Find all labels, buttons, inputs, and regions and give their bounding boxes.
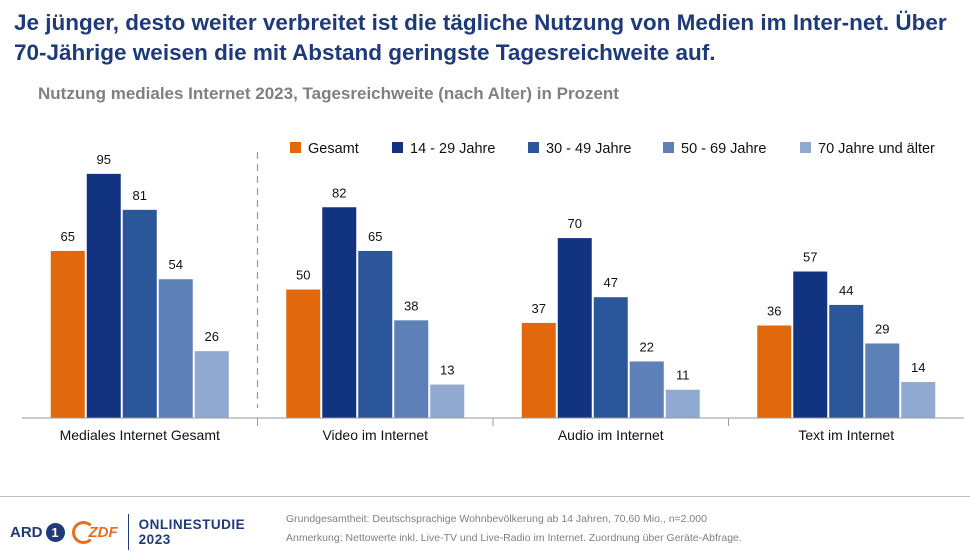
bar-4-2 — [793, 271, 828, 418]
legend-label-4: 50 - 69 Jahre — [681, 141, 766, 157]
footer-divider — [0, 496, 970, 497]
bar-3-2 — [557, 238, 592, 418]
data-label-2-4: 38 — [404, 298, 418, 313]
data-label-1-3: 81 — [133, 188, 147, 203]
legend-swatch-2 — [392, 142, 403, 153]
data-label-4-1: 36 — [767, 303, 781, 318]
bar-4-5 — [901, 382, 936, 418]
legend-swatch-1 — [290, 142, 301, 153]
onlinestudie-line2: 2023 — [138, 532, 171, 547]
legend-label-3: 30 - 49 Jahre — [546, 141, 631, 157]
ard-logo-text: ARD — [10, 523, 43, 541]
data-label-3-3: 47 — [604, 275, 618, 290]
zdf-ring-icon — [71, 520, 95, 544]
legend-swatch-5 — [800, 142, 811, 153]
bar-4-4 — [865, 343, 900, 418]
onlinestudie-line1: ONLINESTUDIE — [138, 517, 246, 532]
zdf-logo-text: ZDF — [88, 523, 118, 541]
ard-one-icon: 1 — [45, 522, 65, 542]
category-label-1: Mediales Internet Gesamt — [60, 427, 220, 443]
data-label-2-1: 50 — [296, 268, 310, 283]
data-label-4-2: 57 — [803, 250, 817, 265]
bar-1-5 — [194, 351, 229, 418]
bar-1-2 — [86, 173, 121, 418]
footer-logos: ARD 1 ZDF ONLINESTUDIE 2023 — [10, 512, 245, 552]
bar-4-1 — [757, 325, 792, 418]
bar-2-3 — [358, 250, 393, 418]
data-label-1-4: 54 — [169, 257, 183, 272]
category-label-4: Text im Internet — [798, 427, 894, 443]
chart-subtitle: Nutzung mediales Internet 2023, Tagesrei… — [38, 84, 619, 103]
bar-3-1 — [521, 322, 556, 418]
bar-2-4 — [394, 320, 429, 418]
legend-label-1: Gesamt — [308, 141, 359, 157]
category-label-3: Audio im Internet — [558, 427, 664, 443]
bar-2-2 — [322, 207, 357, 418]
data-label-1-5: 26 — [205, 329, 219, 344]
legend-swatch-3 — [528, 142, 539, 153]
footnote-base: Grundgesamtheit: Deutschsprachige Wohnbe… — [286, 513, 707, 525]
data-label-2-2: 82 — [332, 185, 346, 200]
logo-divider — [127, 514, 129, 550]
footnote-remark: Anmerkung: Nettowerte inkl. Live-TV und … — [286, 532, 742, 544]
bar-1-3 — [122, 209, 157, 418]
data-label-4-4: 29 — [875, 321, 889, 336]
data-label-3-2: 70 — [568, 216, 582, 231]
data-label-3-5: 11 — [676, 368, 690, 383]
ard-logo: ARD 1 — [10, 522, 65, 542]
bar-2-1 — [286, 289, 321, 418]
bar-1-4 — [158, 279, 193, 418]
data-label-3-4: 22 — [640, 339, 654, 354]
data-label-4-3: 44 — [839, 283, 853, 298]
data-label-3-1: 37 — [532, 301, 546, 316]
data-label-1-2: 95 — [97, 152, 111, 167]
category-label-2: Video im Internet — [322, 427, 428, 443]
legend-label-5: 70 Jahre und älter — [818, 141, 935, 157]
bar-2-5 — [430, 384, 465, 418]
legend-label-2: 14 - 29 Jahre — [410, 141, 495, 157]
bar-1-1 — [50, 250, 85, 418]
bar-3-4 — [629, 361, 664, 418]
data-label-4-5: 14 — [911, 360, 925, 375]
zdf-logo: ZDF — [71, 520, 118, 544]
chart-title: Je jünger, desto weiter verbreitet ist d… — [14, 10, 947, 65]
bar-3-5 — [665, 389, 700, 418]
data-label-2-5: 13 — [440, 363, 454, 378]
onlinestudie-label: ONLINESTUDIE 2023 — [139, 517, 246, 547]
data-label-2-3: 65 — [368, 229, 382, 244]
legend-swatch-4 — [663, 142, 674, 153]
data-label-1-1: 65 — [61, 229, 75, 244]
bar-3-3 — [593, 297, 628, 418]
bar-4-3 — [829, 304, 864, 418]
